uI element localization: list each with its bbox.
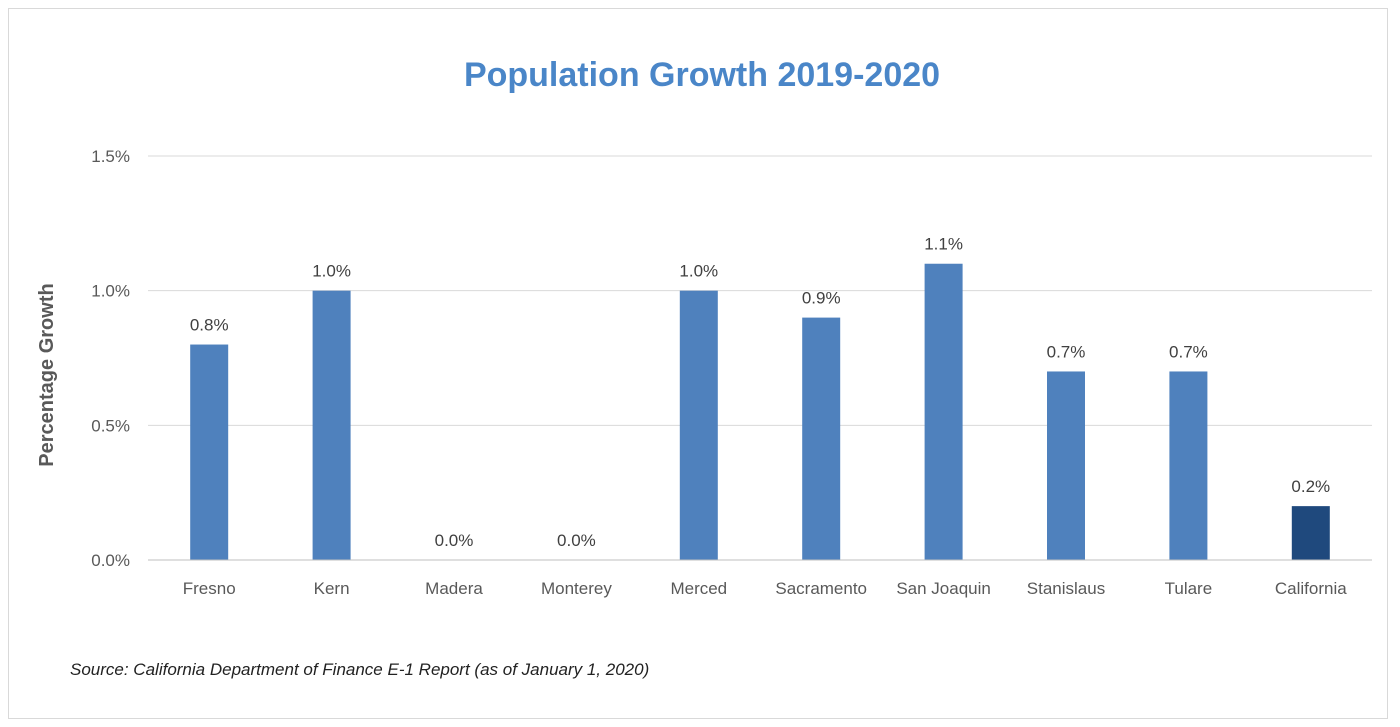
bar	[1291, 506, 1330, 560]
x-tick-label: Merced	[670, 579, 727, 598]
y-tick-labels: 0.0% 0.5% 1.0% 1.5%	[91, 147, 130, 570]
bar	[679, 290, 718, 560]
data-label: 0.8%	[190, 316, 229, 335]
data-label: 1.0%	[679, 262, 718, 281]
chart-title: Population Growth 2019-2020	[464, 56, 940, 94]
data-label: 0.7%	[1169, 342, 1208, 361]
x-tick-label: Stanislaus	[1027, 579, 1105, 598]
data-label: 0.7%	[1047, 342, 1086, 361]
data-labels: 0.8% 1.0% 0.0% 0.0% 1.0% 0.9% 1.1% 0.7% 0.7% 0.2%	[190, 235, 1330, 550]
data-label: 0.9%	[802, 289, 841, 308]
source-note: Source: California Department of Finance…	[70, 660, 649, 679]
data-label: 1.0%	[312, 262, 351, 281]
bar	[802, 317, 841, 560]
y-tick-label: 0.5%	[91, 416, 130, 435]
gridlines	[148, 155, 1372, 426]
x-tick-label: Monterey	[541, 579, 612, 598]
data-label: 0.0%	[435, 531, 474, 550]
x-tick-label: Sacramento	[775, 579, 867, 598]
data-label: 1.1%	[924, 235, 963, 254]
bar	[924, 263, 963, 560]
x-tick-label: Kern	[314, 579, 350, 598]
x-tick-label: Tulare	[1165, 579, 1213, 598]
data-label: 0.0%	[557, 531, 596, 550]
x-tick-label: California	[1275, 579, 1347, 598]
bar	[190, 344, 229, 560]
y-tick-label: 1.0%	[91, 282, 130, 301]
bar	[312, 290, 351, 560]
y-tick-label: 0.0%	[91, 551, 130, 570]
x-tick-label: Fresno	[183, 579, 236, 598]
data-label: 0.2%	[1291, 477, 1330, 496]
bar	[1047, 371, 1085, 560]
y-tick-label: 1.5%	[91, 147, 130, 166]
x-tick-label: San Joaquin	[896, 579, 991, 598]
x-tick-label: Madera	[425, 579, 483, 598]
bar	[1169, 371, 1208, 560]
bars	[190, 263, 1330, 560]
y-axis-label: Percentage Growth	[36, 283, 58, 466]
x-tick-labels: Fresno Kern Madera Monterey Merced Sacramento…	[183, 579, 1348, 598]
